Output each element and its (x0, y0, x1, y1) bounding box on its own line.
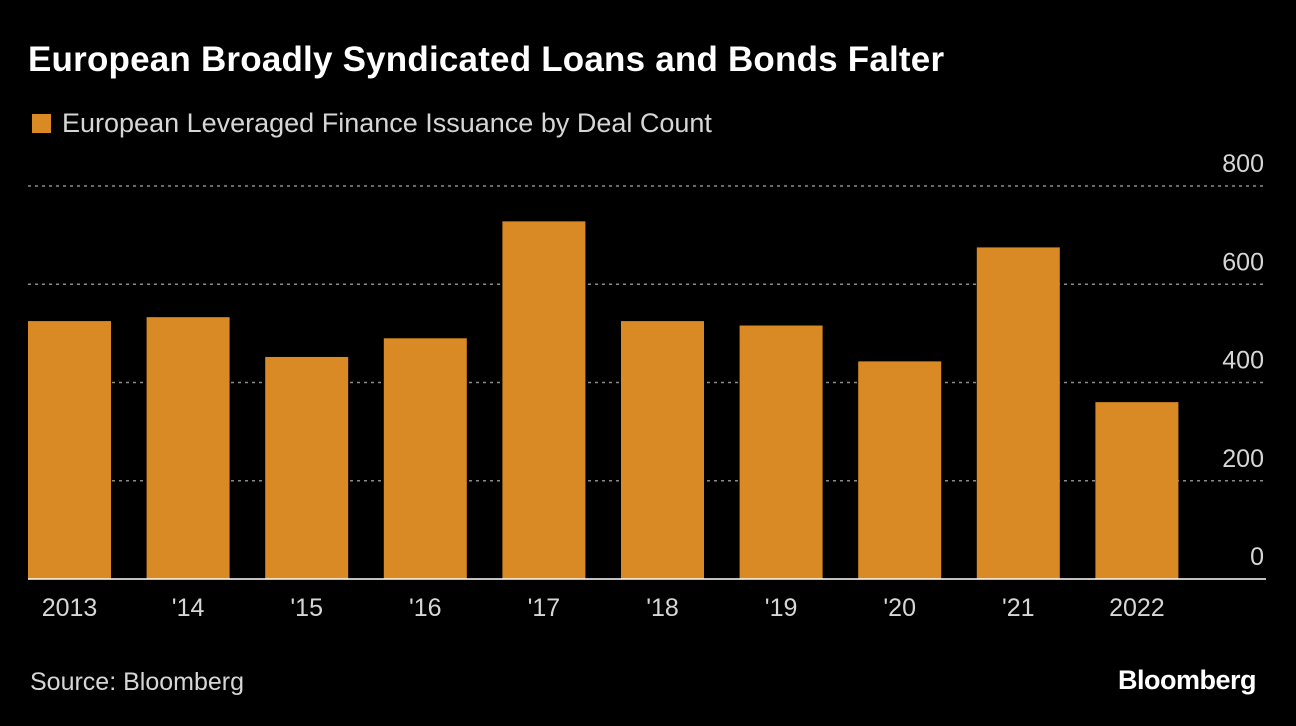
x-tick-label: 2013 (42, 594, 98, 622)
bar (976, 247, 1060, 579)
legend-swatch (32, 114, 51, 133)
bar (383, 338, 467, 579)
bar (858, 361, 942, 579)
bar (146, 317, 230, 579)
y-tick-label: 600 (1222, 248, 1264, 276)
y-tick-label: 800 (1222, 150, 1264, 178)
bar (739, 325, 823, 579)
x-tick-label: '20 (883, 594, 916, 622)
x-tick-label: '19 (765, 594, 798, 622)
x-tick-label: '15 (290, 594, 323, 622)
x-tick-label: '14 (172, 594, 205, 622)
bar (621, 321, 704, 579)
bloomberg-logo: Bloomberg (1117, 665, 1257, 695)
x-tick-label: '17 (528, 594, 561, 622)
legend-label: European Leveraged Finance Issuance by D… (62, 108, 712, 138)
chart-title: European Broadly Syndicated Loans and Bo… (28, 40, 945, 79)
x-tick-label: '16 (409, 594, 442, 622)
x-tick-label: 2022 (1109, 594, 1165, 622)
y-tick-label: 200 (1222, 445, 1264, 473)
legend: European Leveraged Finance Issuance by D… (32, 108, 712, 139)
x-tick-label: '21 (1002, 594, 1035, 622)
bar (265, 356, 349, 579)
y-tick-label: 400 (1222, 347, 1264, 375)
bar (28, 321, 111, 579)
bar (502, 221, 586, 579)
y-tick-label: 0 (1250, 543, 1264, 571)
source-note: Source: Bloomberg (30, 668, 245, 696)
bar (1095, 402, 1179, 579)
x-tick-label: '18 (646, 594, 679, 622)
